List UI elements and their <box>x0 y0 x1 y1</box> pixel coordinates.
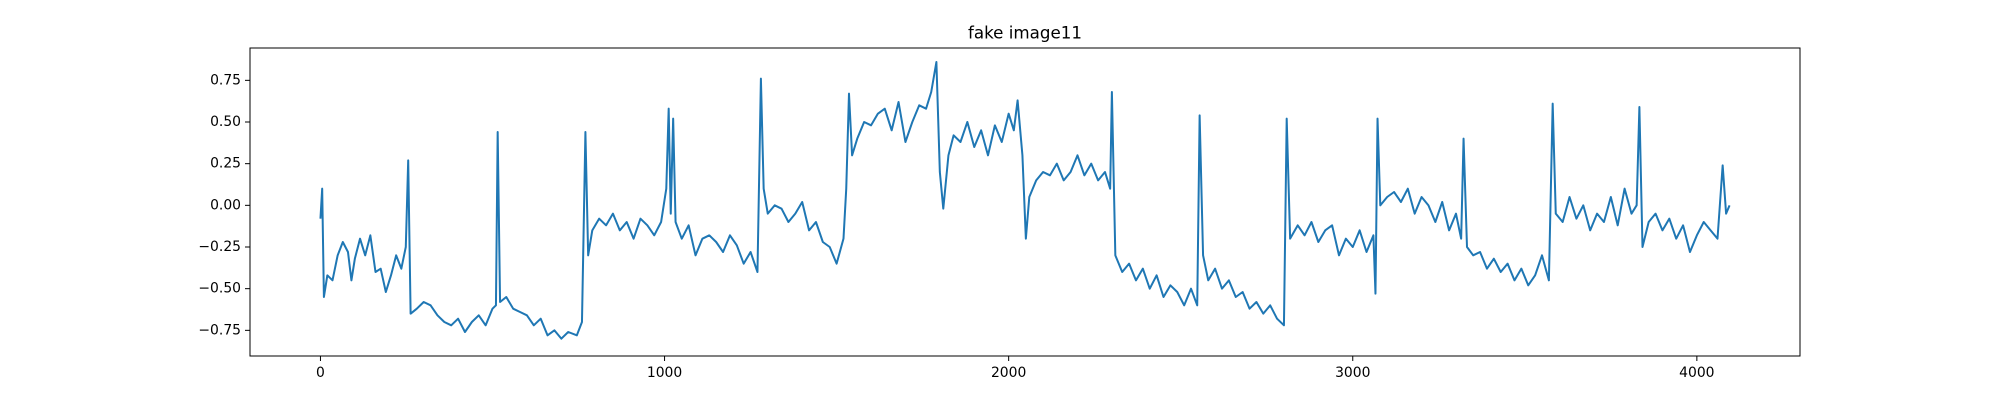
y-tick-label: 0.00 <box>210 197 241 213</box>
y-tick-label: 0.50 <box>210 114 241 130</box>
y-tick-label: −0.50 <box>198 281 241 297</box>
plot-frame <box>249 47 1801 357</box>
x-tick-label: 1000 <box>647 365 682 381</box>
y-tick-label: 0.75 <box>210 72 241 88</box>
y-tick-label: 0.25 <box>210 156 241 172</box>
y-tick-label: −0.75 <box>198 322 241 338</box>
x-tick-label: 4000 <box>1679 365 1714 381</box>
line-series <box>319 61 1731 340</box>
x-tick-label: 3000 <box>1335 365 1370 381</box>
chart-title: fake image11 <box>968 23 1082 43</box>
x-tick-label: 0 <box>316 365 325 381</box>
x-tick-label: 2000 <box>991 365 1026 381</box>
y-tick-label: −0.25 <box>198 239 241 255</box>
